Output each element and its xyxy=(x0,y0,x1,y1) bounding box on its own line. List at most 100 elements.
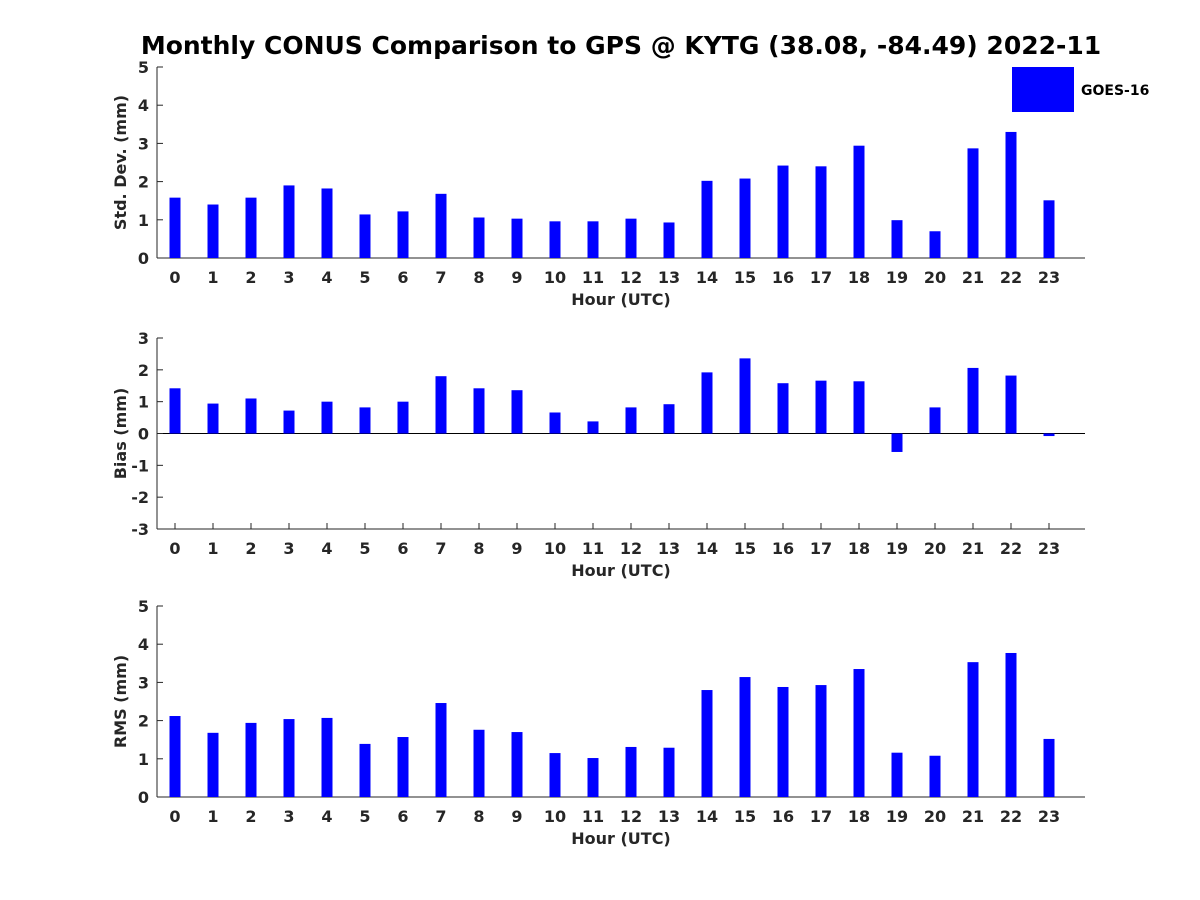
bar-hour-9 xyxy=(511,390,523,434)
bar-hour-21 xyxy=(967,662,979,797)
x-tick-label: 12 xyxy=(620,807,642,826)
bar-hour-11 xyxy=(587,221,599,258)
x-tick-label: 6 xyxy=(397,539,408,558)
bar-hour-6 xyxy=(397,401,409,434)
bar-hour-3 xyxy=(283,719,295,797)
x-tick-label: 10 xyxy=(544,807,566,826)
bar-hour-20 xyxy=(929,755,941,797)
bar-hour-3 xyxy=(283,185,295,258)
y-tick-label: 1 xyxy=(138,750,149,769)
x-tick-label: 5 xyxy=(359,807,370,826)
legend: GOES-16 xyxy=(1012,67,1149,112)
bar-hour-17 xyxy=(815,685,827,797)
y-tick-label: 5 xyxy=(138,597,149,616)
x-tick-label: 2 xyxy=(245,539,256,558)
x-tick-label: 6 xyxy=(397,268,408,287)
x-tick-label: 8 xyxy=(473,539,484,558)
bar-hour-10 xyxy=(549,753,561,797)
bar-hour-15 xyxy=(739,358,751,434)
x-axis-label: Hour (UTC) xyxy=(571,829,671,848)
x-tick-label: 22 xyxy=(1000,807,1022,826)
x-tick-label: 19 xyxy=(886,268,908,287)
x-tick-label: 18 xyxy=(848,268,870,287)
legend-swatch-goes-16 xyxy=(1012,67,1074,112)
x-tick-label: 2 xyxy=(245,807,256,826)
bar-hour-0 xyxy=(169,388,181,434)
x-tick-label: 15 xyxy=(734,807,756,826)
y-tick-label: 3 xyxy=(138,329,149,348)
y-tick-label: 1 xyxy=(138,393,149,412)
x-tick-label: 1 xyxy=(207,539,218,558)
x-tick-label: 19 xyxy=(886,807,908,826)
x-tick-label: 3 xyxy=(283,268,294,287)
bar-hour-12 xyxy=(625,407,637,434)
y-tick-label: 3 xyxy=(138,673,149,692)
bar-hour-7 xyxy=(435,703,447,797)
bar-hour-15 xyxy=(739,178,751,258)
bar-hour-7 xyxy=(435,376,447,434)
x-tick-label: 4 xyxy=(321,807,332,826)
y-tick-label: 2 xyxy=(138,361,149,380)
bar-hour-12 xyxy=(625,218,637,258)
x-tick-label: 13 xyxy=(658,807,680,826)
x-tick-label: 2 xyxy=(245,268,256,287)
bar-hour-18 xyxy=(853,669,865,797)
bar-hour-23 xyxy=(1043,738,1055,797)
x-tick-label: 23 xyxy=(1038,268,1060,287)
bar-hour-16 xyxy=(777,686,789,797)
x-tick-label: 0 xyxy=(169,268,180,287)
x-tick-label: 5 xyxy=(359,268,370,287)
x-tick-label: 18 xyxy=(848,539,870,558)
x-tick-label: 17 xyxy=(810,268,832,287)
bar-hour-1 xyxy=(207,204,219,258)
x-tick-label: 1 xyxy=(207,807,218,826)
x-axis-label: Hour (UTC) xyxy=(571,290,671,309)
bar-hour-0 xyxy=(169,716,181,797)
bar-hour-15 xyxy=(739,677,751,797)
x-tick-label: 9 xyxy=(511,807,522,826)
bar-hour-10 xyxy=(549,412,561,434)
y-tick-label: -2 xyxy=(131,488,149,507)
x-tick-label: 18 xyxy=(848,807,870,826)
bar-hour-18 xyxy=(853,145,865,258)
y-tick-label: 2 xyxy=(138,712,149,731)
bar-hour-3 xyxy=(283,410,295,434)
y-tick-label: 4 xyxy=(138,96,149,115)
bar-hour-2 xyxy=(245,398,257,434)
bar-hour-5 xyxy=(359,743,371,797)
x-tick-label: 20 xyxy=(924,539,946,558)
bar-hour-11 xyxy=(587,421,599,434)
x-tick-label: 7 xyxy=(435,268,446,287)
bar-hour-16 xyxy=(777,383,789,434)
x-axis-label: Hour (UTC) xyxy=(571,561,671,580)
bar-hour-1 xyxy=(207,732,219,797)
x-tick-label: 13 xyxy=(658,539,680,558)
bar-hour-14 xyxy=(701,690,713,797)
x-tick-label: 15 xyxy=(734,268,756,287)
bar-hour-16 xyxy=(777,165,789,258)
y-tick-label: 4 xyxy=(138,635,149,654)
x-tick-label: 1 xyxy=(207,268,218,287)
y-tick-label: 2 xyxy=(138,173,149,192)
bar-hour-9 xyxy=(511,218,523,258)
bar-hour-8 xyxy=(473,729,485,797)
x-tick-label: 10 xyxy=(544,268,566,287)
chart-title: Monthly CONUS Comparison to GPS @ KYTG (… xyxy=(141,31,1101,60)
bar-hour-19 xyxy=(891,752,903,797)
x-tick-label: 20 xyxy=(924,807,946,826)
legend-label-goes-16: GOES-16 xyxy=(1081,83,1149,99)
bar-hour-21 xyxy=(967,367,979,434)
x-tick-label: 20 xyxy=(924,268,946,287)
bar-hour-8 xyxy=(473,388,485,434)
x-tick-label: 11 xyxy=(582,539,604,558)
bar-hour-19 xyxy=(891,220,903,258)
bar-hour-12 xyxy=(625,746,637,797)
x-tick-label: 7 xyxy=(435,539,446,558)
x-tick-label: 5 xyxy=(359,539,370,558)
y-tick-label: 0 xyxy=(138,425,149,444)
bar-hour-0 xyxy=(169,197,181,258)
